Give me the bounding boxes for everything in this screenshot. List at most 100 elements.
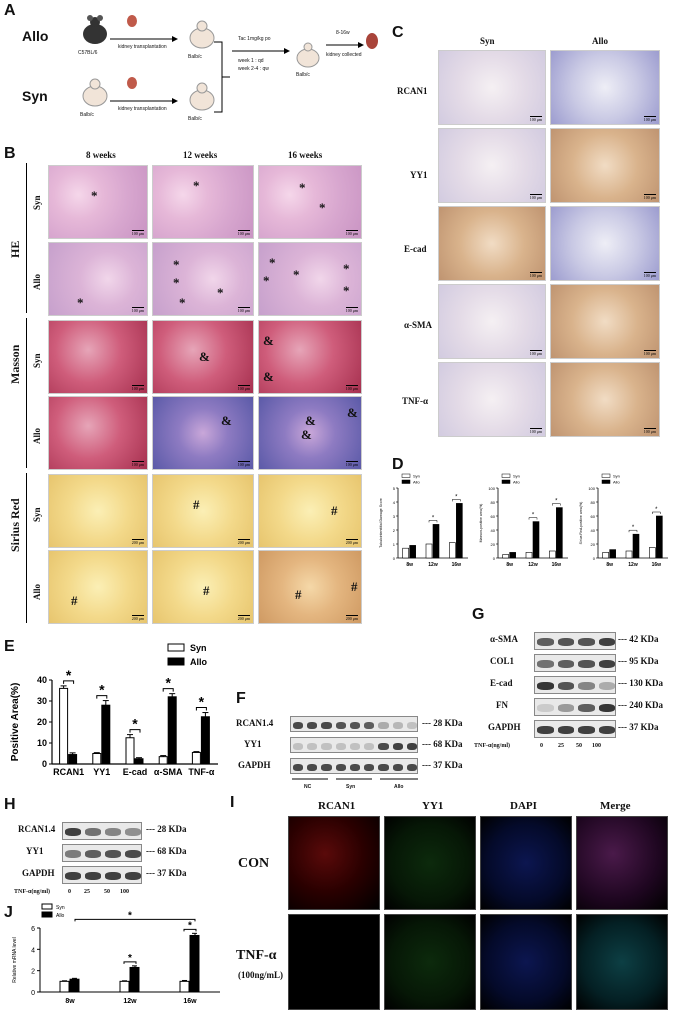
c-col-allo: Allo xyxy=(592,36,609,46)
e-sig-bracket xyxy=(63,680,75,684)
blot-band xyxy=(85,850,101,858)
ihc-yy1-syn: 100 μm xyxy=(438,128,546,203)
micrograph-masson-allo-12w: & 100 μm xyxy=(152,396,254,470)
sirius-syn-label: Syn xyxy=(32,507,42,522)
mouse-white-icon xyxy=(296,42,320,68)
d-bar-syn xyxy=(449,542,456,559)
micrograph-sirius-allo-16w: # #200 μm xyxy=(258,550,362,624)
blot-band xyxy=(598,638,615,646)
e-bar-allo xyxy=(200,716,210,765)
d-bar-allo xyxy=(509,552,516,559)
blot-band xyxy=(293,763,304,771)
f-group-allo: Allo xyxy=(394,784,404,790)
blot-strip xyxy=(290,758,418,774)
d-sig-star: * xyxy=(532,513,535,519)
micrograph-sirius-syn-16w: #200 μm xyxy=(258,474,362,548)
d-x-tick-label: 16w xyxy=(652,562,662,568)
blot-band xyxy=(537,704,554,712)
strain-balbc-3: Balb/c xyxy=(188,116,202,122)
d-bar-allo xyxy=(609,549,616,559)
g-row-ecad: E-cad xyxy=(490,678,513,688)
d-legend-label: Allo xyxy=(613,480,620,485)
d-legend-swatch xyxy=(401,479,411,484)
d-bar-allo xyxy=(632,533,640,559)
d-bar-syn xyxy=(402,547,409,559)
g-row-col1: COL1 xyxy=(490,656,515,666)
d-y-tick-label: 80 xyxy=(591,500,596,505)
d-legend-label: Syn xyxy=(613,474,620,479)
if-tnf-yy1 xyxy=(384,914,476,1010)
h-kda-37: --- 37 KDa xyxy=(146,868,187,878)
blot-band xyxy=(392,763,403,771)
blot-band xyxy=(378,763,389,771)
ihc-yy1-allo: 100 μm xyxy=(550,128,660,203)
kidney-collected: kidney collected xyxy=(326,52,362,58)
e-sig-star: * xyxy=(132,716,138,732)
strain-c57: C57BL/6 xyxy=(78,50,98,56)
d-bar-syn xyxy=(425,543,433,559)
panel-label-c: C xyxy=(392,24,404,41)
d-sig-bracket xyxy=(528,517,538,520)
allo-label: Allo xyxy=(22,28,49,44)
blot-strip xyxy=(534,654,616,672)
j-legend-label: Allo xyxy=(56,913,65,919)
j-y-tick-label: 4 xyxy=(31,947,35,954)
masson-label: Masson xyxy=(8,344,22,384)
d-x-tick-label: 16w xyxy=(452,562,462,568)
d-legend-swatch xyxy=(501,479,511,484)
blot-band xyxy=(65,850,81,858)
blot-band xyxy=(578,638,595,646)
d-x-tick-label: 12w xyxy=(528,562,538,568)
c-col-syn: Syn xyxy=(480,36,495,46)
blot-band xyxy=(321,721,332,729)
time-range: 8-16w xyxy=(336,30,350,36)
micrograph-he-allo-8w: * 100 μm xyxy=(48,242,148,316)
e-bar-syn xyxy=(92,753,102,765)
kt-label-2: kidney transplantation xyxy=(118,106,167,112)
blot-band xyxy=(307,742,318,750)
j-sig-star: * xyxy=(128,953,132,964)
micrograph-he-syn-8w: * 100 μm xyxy=(48,165,148,239)
e-bar-syn xyxy=(59,687,69,765)
e-bar-allo xyxy=(167,696,177,765)
e-bar-syn xyxy=(158,756,168,765)
blot-band xyxy=(557,660,574,668)
e-sig-star: * xyxy=(165,675,171,691)
j-y-tick-label: 0 xyxy=(31,990,35,997)
micrograph-masson-allo-16w: & & & 100 μm xyxy=(258,396,362,470)
g-dose-50: 50 xyxy=(576,743,582,749)
e-sig-star: * xyxy=(199,694,205,710)
e-x-tick-label: E-cad xyxy=(123,767,148,777)
j-bar-syn xyxy=(59,980,70,993)
blot-strip xyxy=(290,737,418,753)
d-bar-allo xyxy=(532,521,540,559)
h-row-rcan: RCAN1.4 xyxy=(18,824,56,834)
j-x-tick-label: 16w xyxy=(183,998,197,1005)
micrograph-he-syn-16w: * * 100 μm xyxy=(258,165,362,239)
panel-label-h: H xyxy=(4,796,16,813)
blot-band xyxy=(557,638,574,646)
h-row-gapdh: GAPDH xyxy=(22,868,55,878)
blot-band xyxy=(293,742,304,750)
h-xlabel: TNF-α(ng/ml) xyxy=(14,889,51,895)
panel-label-f: F xyxy=(236,690,246,707)
blot-band xyxy=(378,742,389,750)
col-16-weeks: 16 weeks xyxy=(288,150,323,160)
micrograph-masson-syn-8w: 100 μm xyxy=(48,320,148,394)
d-y-label: Tubulointerstitial Damage Score xyxy=(379,498,383,548)
blot-band xyxy=(105,872,121,880)
d-y-tick-label: 2 xyxy=(393,528,396,533)
d-sig-bracket xyxy=(552,503,561,506)
c-row-rcan1: RCAN1 xyxy=(397,86,428,96)
h-row-yy1: YY1 xyxy=(26,846,44,856)
d-x-tick-label: 8w xyxy=(406,562,413,568)
micrograph-masson-syn-12w: & 100 μm xyxy=(152,320,254,394)
d-y-tick-label: 20 xyxy=(491,542,496,547)
f-kda-68: --- 68 KDa xyxy=(422,739,463,749)
g-row-asma: α-SMA xyxy=(490,634,519,644)
f-row-yy1: YY1 xyxy=(244,739,262,749)
d-bar-syn xyxy=(502,554,509,559)
d-y-tick-label: 0 xyxy=(593,556,596,561)
blot-band xyxy=(406,763,417,771)
e-sig-bracket xyxy=(96,695,108,699)
